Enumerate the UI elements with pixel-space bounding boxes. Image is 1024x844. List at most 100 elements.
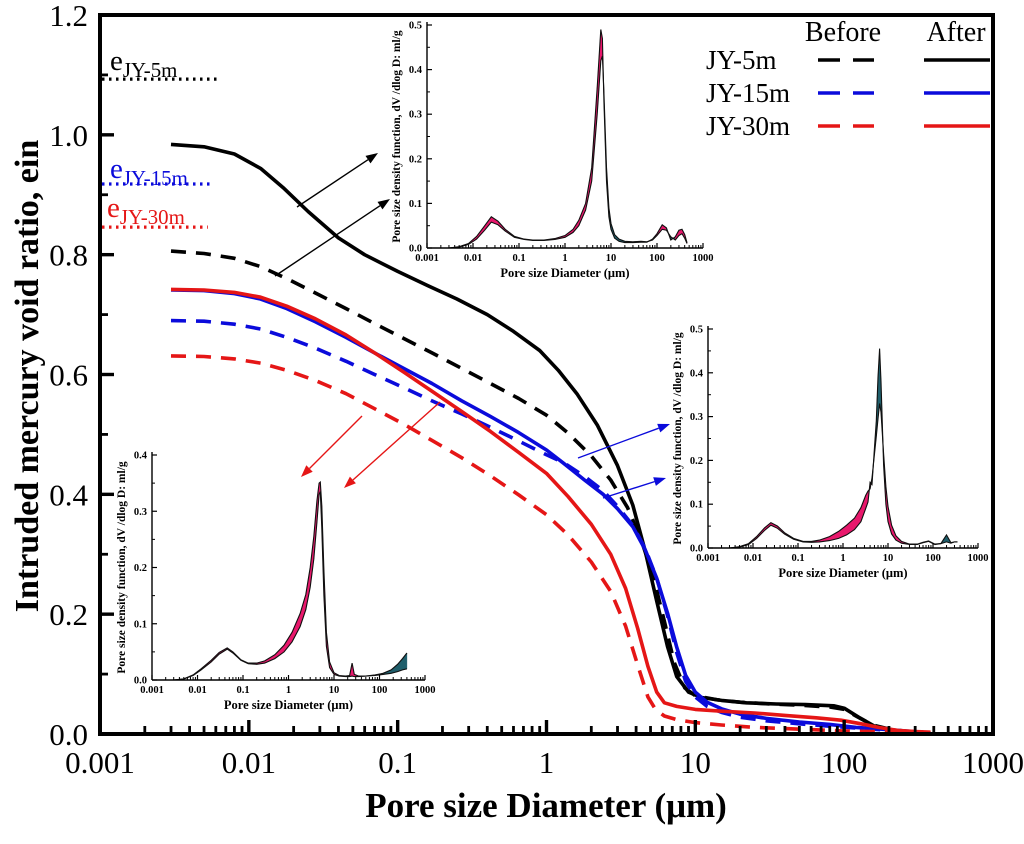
ref-label-base: e xyxy=(107,192,120,224)
y-axis-title: Intruded mercury void ratio, ein xyxy=(9,139,46,613)
inset-x-tick-label: 10 xyxy=(606,253,617,264)
inset-before-curve xyxy=(173,491,408,681)
inset-y-tick-label: 0.4 xyxy=(409,65,423,76)
y-tick-label: 0.6 xyxy=(49,358,88,393)
inset-after-curve xyxy=(729,403,958,549)
ref-line-label-jy-5m: eJY-5m xyxy=(110,45,177,87)
inset-y-tick-label: 0.4 xyxy=(690,368,704,379)
ref-label-sub: JY-30m xyxy=(119,204,185,229)
x-tick-label: 0.001 xyxy=(65,745,135,780)
series-jy-15m-after xyxy=(170,288,924,734)
annotation-arrow-line xyxy=(602,480,655,499)
annotation-arrow-line xyxy=(274,205,381,277)
inset-x-tick-label: 0.01 xyxy=(744,553,762,564)
x-axis-title: Pore size Diameter (μm) xyxy=(365,786,727,825)
inset-y-tick-label: 0.5 xyxy=(409,21,422,32)
inset-x-tick-label: 1000 xyxy=(968,553,989,564)
inset-x-axis-title: Pore size Diameter (μm) xyxy=(224,698,353,712)
series-jy-30m-before xyxy=(170,354,924,735)
x-tick-label: 1 xyxy=(539,745,555,780)
ref-label-base: e xyxy=(110,45,123,77)
x-tick-label: 10 xyxy=(680,745,711,780)
inset-x-tick-label: 100 xyxy=(372,685,388,696)
y-tick-label: 0.2 xyxy=(49,597,88,632)
annotation-arrow-line xyxy=(352,401,441,481)
inset-y-tick-label: 0.5 xyxy=(690,325,703,336)
inset-x-tick-label: 0.01 xyxy=(464,253,482,264)
legend-header-before: Before xyxy=(804,17,882,48)
inset-x-tick-label: 1 xyxy=(286,685,291,696)
annotation-arrow-line xyxy=(308,415,363,470)
ref-label-sub: JY-5m xyxy=(122,57,178,82)
annotation-arrow-head xyxy=(301,465,313,477)
inset-after-curve xyxy=(448,29,688,249)
inset-x-axis-title: Pore size Diameter (μm) xyxy=(778,566,907,580)
x-tick-label: 1000 xyxy=(962,745,1024,780)
inset-x-tick-label: 0.001 xyxy=(696,553,720,564)
inset-after-curve xyxy=(173,480,408,681)
inset-y-tick-label: 0.4 xyxy=(134,451,148,462)
inset-x-tick-label: 0.1 xyxy=(512,253,525,264)
legend-row-label-jy-5m: JY-5m xyxy=(706,45,777,75)
ref-label-sub: JY-15m xyxy=(122,165,188,190)
series-jy-5m-before xyxy=(170,249,931,735)
inset-before-curve xyxy=(448,56,688,249)
inset-y-axis-title: Pore size density function, dV /dlog D: … xyxy=(672,332,684,545)
inset-x-tick-label: 1 xyxy=(562,253,567,264)
inset-x-tick-label: 100 xyxy=(925,553,941,564)
inset-x-tick-label: 1000 xyxy=(693,253,714,264)
inset-y-tick-label: 0.0 xyxy=(690,544,703,555)
inset-y-tick-label: 0.2 xyxy=(409,154,422,165)
inset-x-tick-label: 0.01 xyxy=(188,685,206,696)
inset-y-tick-label: 0.2 xyxy=(134,563,147,574)
ref-label-base: e xyxy=(110,153,123,185)
inset-y-tick-label: 0.0 xyxy=(409,244,422,255)
inset-y-tick-label: 0.3 xyxy=(690,412,703,423)
inset-x-tick-label: 1000 xyxy=(415,685,436,696)
inset-y-tick-label: 0.2 xyxy=(690,456,703,467)
inset-x-tick-label: 1 xyxy=(840,553,845,564)
legend-row-label-jy-15m: JY-15m xyxy=(706,78,791,108)
legend-header-after: After xyxy=(926,17,986,48)
y-tick-label: 1.0 xyxy=(49,118,88,153)
plot-frame xyxy=(98,13,995,736)
y-tick-label: 0.8 xyxy=(49,238,88,273)
inset-x-tick-label: 10 xyxy=(883,553,894,564)
inset-y-axis-title: Pore size density function, dV /dlog D: … xyxy=(116,461,128,674)
annotation-arrow-head xyxy=(653,477,666,486)
inset-y-tick-label: 0.1 xyxy=(690,500,703,511)
legend-row-label-jy-30m: JY-30m xyxy=(706,111,791,141)
ref-line-label-jy-30m: eJY-30m xyxy=(107,192,185,234)
y-tick-label: 1.2 xyxy=(49,0,88,33)
x-tick-label: 0.1 xyxy=(378,745,417,780)
inset-y-tick-label: 0.3 xyxy=(409,110,422,121)
inset-band-segment xyxy=(860,495,866,522)
inset-x-tick-label: 10 xyxy=(329,685,340,696)
inset-x-axis-title: Pore size Diameter (μm) xyxy=(500,266,629,280)
inset-x-tick-label: 0.001 xyxy=(140,685,164,696)
inset-x-tick-label: 100 xyxy=(649,253,665,264)
x-tick-label: 100 xyxy=(821,745,868,780)
inset-x-tick-label: 0.1 xyxy=(791,553,804,564)
annotation-arrow-head xyxy=(344,476,356,488)
inset-before-curve xyxy=(729,348,958,549)
annotation-arrow-line xyxy=(577,427,659,459)
ref-line-label-jy-15m: eJY-15m xyxy=(110,153,188,195)
series-jy-30m-after xyxy=(170,287,931,734)
inset-y-tick-label: 0.1 xyxy=(409,199,422,210)
annotation-arrow-head xyxy=(365,153,378,164)
series-jy-15m-before xyxy=(170,318,924,734)
annotation-arrow-line xyxy=(296,159,369,208)
inset-x-tick-label: 0.1 xyxy=(236,685,249,696)
inset-y-axis-title: Pore size density function, dV /dlog D: … xyxy=(391,30,403,243)
inset-x-tick-label: 0.001 xyxy=(415,253,439,264)
y-tick-label: 0.4 xyxy=(49,477,88,512)
x-tick-label: 0.01 xyxy=(222,745,276,780)
inset-y-tick-label: 0.0 xyxy=(134,676,147,687)
inset-y-tick-label: 0.3 xyxy=(134,507,147,518)
y-tick-label: 0.0 xyxy=(49,717,88,752)
annotation-arrow-head xyxy=(657,423,670,433)
inset-y-tick-label: 0.1 xyxy=(134,619,147,630)
